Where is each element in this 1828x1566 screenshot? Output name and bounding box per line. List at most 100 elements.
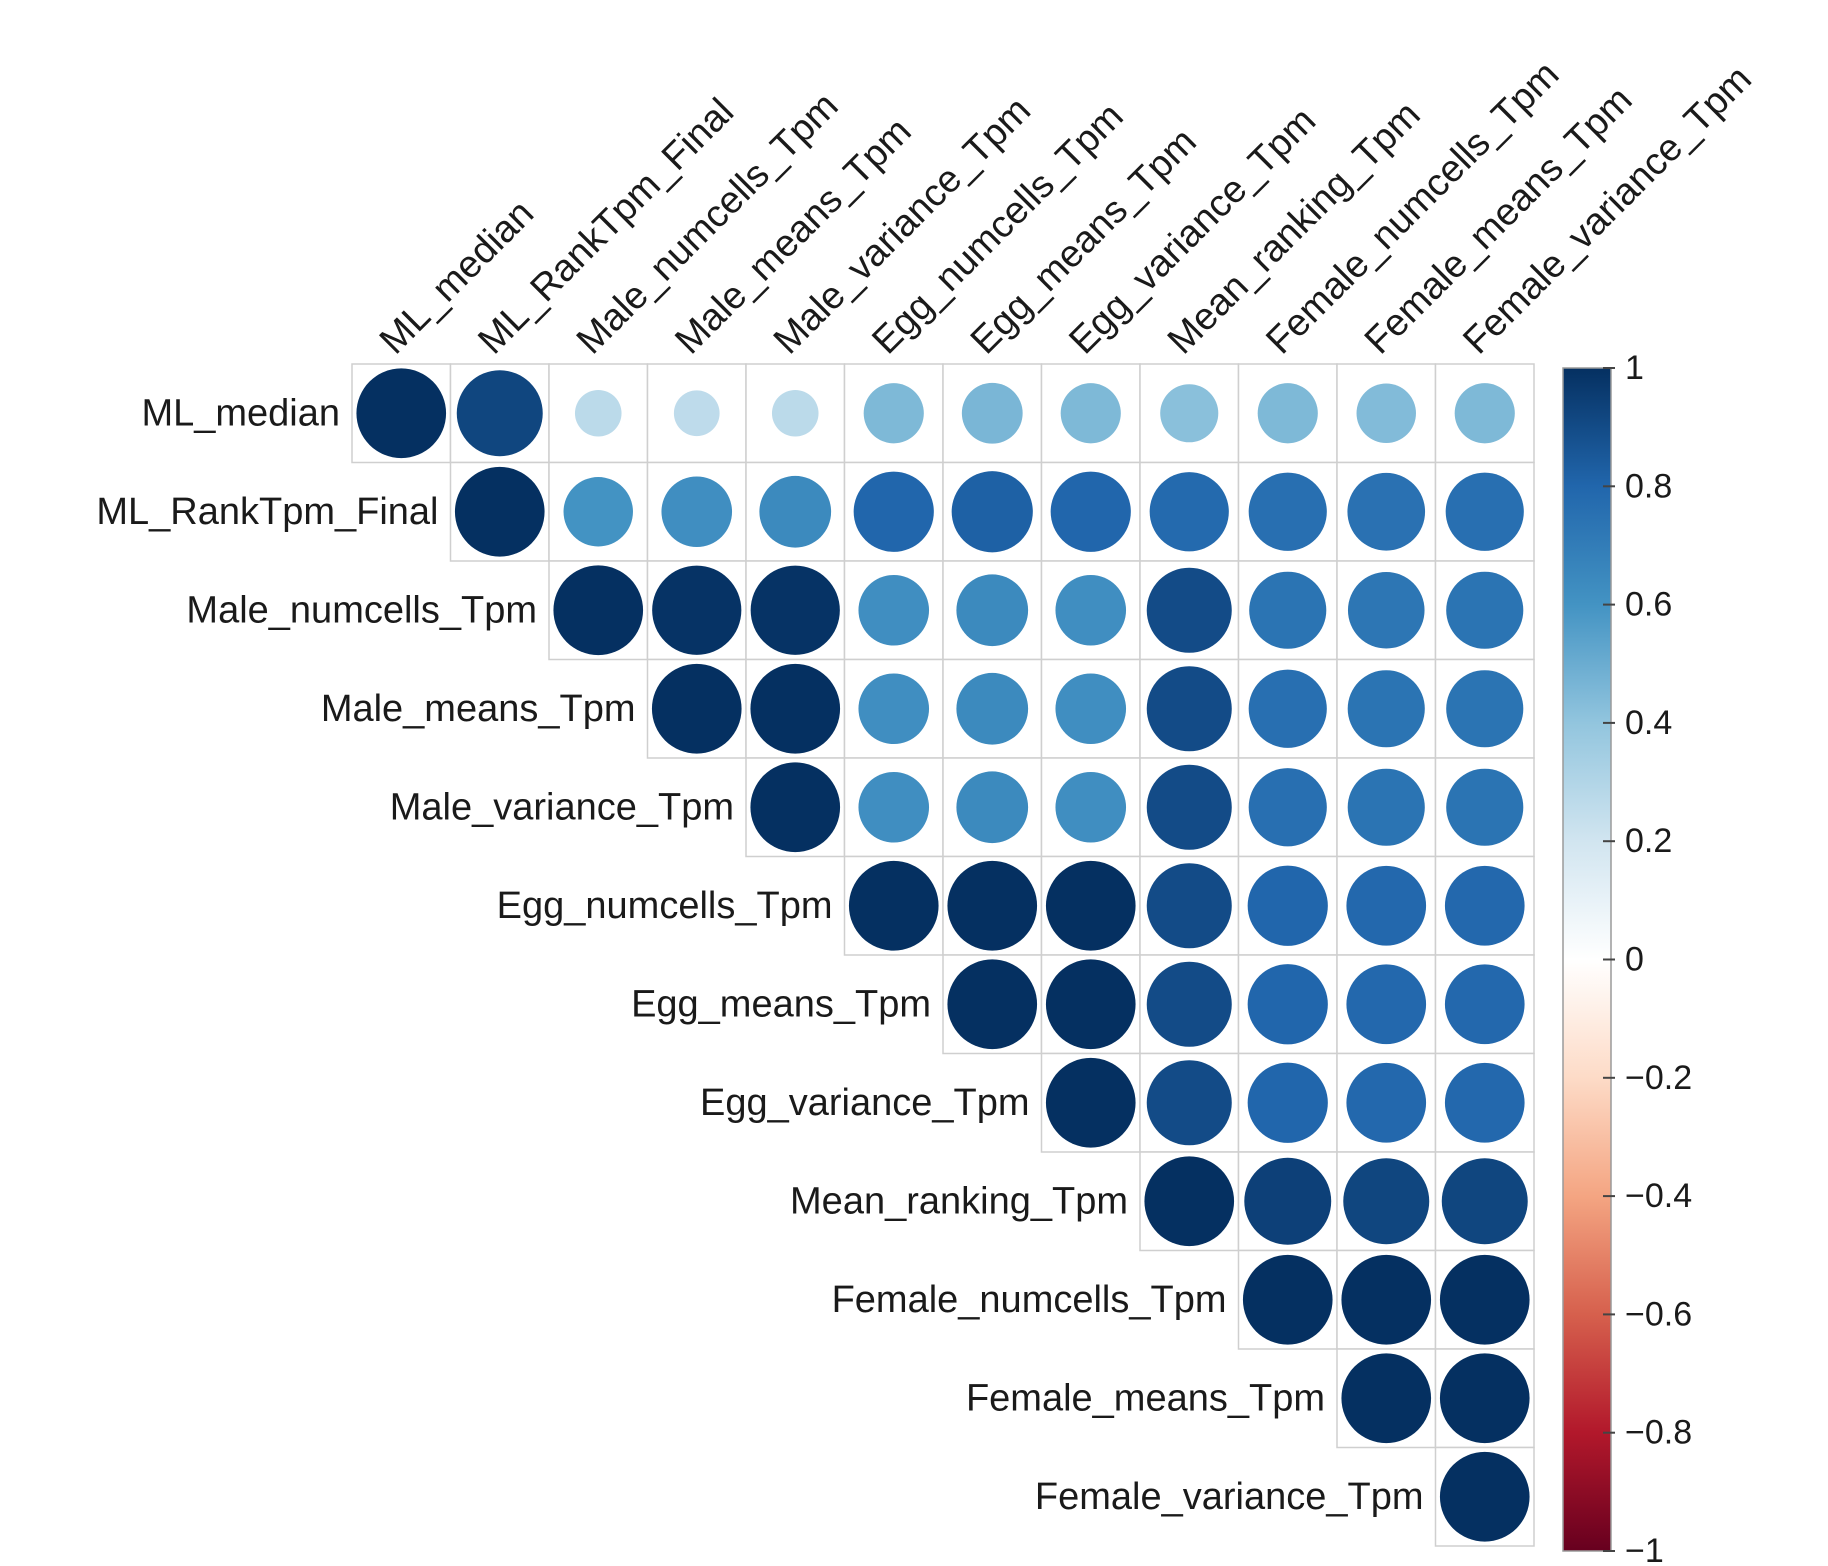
- corr-circle-male-variance-tpm-female-means-tpm: [1347, 768, 1425, 846]
- corr-circle-ml-median-female-variance-tpm: [1454, 383, 1515, 444]
- corr-circle-ml-median-mean-ranking-tpm: [1160, 384, 1219, 443]
- corr-circle-male-numcells-tpm-egg-means-tpm: [956, 574, 1029, 647]
- row-label-egg-means-tpm: Egg_means_Tpm: [631, 983, 931, 1025]
- corr-circle-male-means-tpm-female-variance-tpm: [1446, 670, 1524, 748]
- corr-circle-male-numcells-tpm-mean-ranking-tpm: [1146, 567, 1232, 653]
- corr-circle-egg-numcells-tpm-female-numcells-tpm: [1247, 865, 1328, 946]
- corr-circle-egg-means-tpm-egg-variance-tpm: [1045, 959, 1136, 1050]
- corr-circle-egg-means-tpm-female-variance-tpm: [1444, 964, 1525, 1045]
- corr-circle-male-numcells-tpm-male-means-tpm: [652, 565, 742, 655]
- corr-circle-male-numcells-tpm-egg-numcells-tpm: [858, 574, 930, 646]
- corr-circle-male-variance-tpm-egg-numcells-tpm: [858, 771, 930, 843]
- row-label-egg-numcells-tpm: Egg_numcells_Tpm: [497, 885, 833, 927]
- row-label-mean-ranking-tpm: Mean_ranking_Tpm: [790, 1180, 1128, 1222]
- corr-circle-ml-median-male-numcells-tpm: [574, 389, 622, 437]
- row-label-male-variance-tpm: Male_variance_Tpm: [390, 786, 734, 828]
- corr-circle-female-means-tpm-female-means-tpm: [1341, 1353, 1432, 1444]
- row-label-female-variance-tpm: Female_variance_Tpm: [1035, 1476, 1424, 1518]
- corr-circle-male-means-tpm-mean-ranking-tpm: [1146, 666, 1232, 752]
- column-labels: ML_medianML_RankTpm_FinalMale_numcells_T…: [372, 53, 1760, 362]
- colorbar-tick-label: −0.6: [1625, 1295, 1692, 1333]
- corr-circle-male-means-tpm-male-variance-tpm: [750, 663, 841, 754]
- corr-circle-egg-means-tpm-mean-ranking-tpm: [1146, 961, 1232, 1047]
- corr-circle-egg-means-tpm-female-numcells-tpm: [1247, 964, 1328, 1045]
- corr-circle-ml-median-female-numcells-tpm: [1257, 383, 1318, 444]
- corr-circle-ml-ranktpm-final-female-variance-tpm: [1445, 472, 1524, 551]
- row-label-male-numcells-tpm: Male_numcells_Tpm: [186, 589, 537, 631]
- corr-circle-egg-numcells-tpm-egg-means-tpm: [947, 860, 1038, 951]
- corr-circle-ml-median-egg-means-tpm: [961, 382, 1023, 444]
- corr-circle-egg-numcells-tpm-female-means-tpm: [1346, 865, 1427, 946]
- corr-circle-ml-median-ml-ranktpm-final: [456, 370, 543, 457]
- colorbar-tick-label: −0.8: [1625, 1414, 1692, 1452]
- corr-circle-ml-ranktpm-final-female-means-tpm: [1347, 472, 1426, 551]
- corr-circle-mean-ranking-tpm-mean-ranking-tpm: [1144, 1156, 1235, 1247]
- corr-circle-mean-ranking-tpm-female-numcells-tpm: [1244, 1157, 1332, 1245]
- corr-circle-egg-variance-tpm-female-variance-tpm: [1444, 1062, 1525, 1143]
- corr-circle-female-numcells-tpm-female-means-tpm: [1341, 1254, 1432, 1345]
- corr-circle-ml-median-egg-numcells-tpm: [863, 383, 924, 444]
- colorbar-tick-label: 0: [1625, 941, 1644, 979]
- corr-circle-egg-means-tpm-egg-means-tpm: [947, 959, 1038, 1050]
- corr-circle-male-numcells-tpm-female-means-tpm: [1347, 571, 1425, 649]
- corr-circle-male-means-tpm-female-numcells-tpm: [1248, 669, 1327, 748]
- corr-circle-male-means-tpm-egg-numcells-tpm: [858, 673, 930, 745]
- grid-cell-ml-median-egg-variance-tpm: [1040, 363, 1141, 464]
- corr-circle-female-numcells-tpm-female-variance-tpm: [1439, 1254, 1530, 1345]
- corr-circle-ml-ranktpm-final-mean-ranking-tpm: [1149, 472, 1229, 552]
- row-label-male-means-tpm: Male_means_Tpm: [321, 688, 636, 730]
- corr-circle-male-variance-tpm-mean-ranking-tpm: [1146, 764, 1232, 850]
- corr-circle-male-numcells-tpm-egg-variance-tpm: [1055, 574, 1127, 646]
- corr-circle-mean-ranking-tpm-female-variance-tpm: [1441, 1158, 1528, 1245]
- row-label-egg-variance-tpm: Egg_variance_Tpm: [700, 1082, 1030, 1124]
- row-label-female-means-tpm: Female_means_Tpm: [966, 1377, 1325, 1419]
- colorbar-tick-label: 1: [1625, 349, 1644, 387]
- colorbar-tick-label: 0.8: [1625, 467, 1672, 505]
- corr-circle-male-means-tpm-female-means-tpm: [1347, 670, 1425, 748]
- corr-circle-female-numcells-tpm-female-numcells-tpm: [1242, 1254, 1333, 1345]
- corr-circle-ml-ranktpm-final-male-means-tpm: [661, 476, 733, 548]
- row-label-female-numcells-tpm: Female_numcells_Tpm: [832, 1279, 1227, 1321]
- corr-circle-egg-variance-tpm-mean-ranking-tpm: [1146, 1060, 1232, 1146]
- colorbar-tick-label: −0.2: [1625, 1059, 1692, 1097]
- corr-circle-ml-median-egg-variance-tpm: [1060, 383, 1121, 444]
- corr-circle-ml-ranktpm-final-male-numcells-tpm: [563, 477, 633, 547]
- corr-circle-male-means-tpm-egg-means-tpm: [956, 672, 1029, 745]
- corr-circle-ml-median-ml-median: [356, 368, 447, 459]
- corr-circle-ml-ranktpm-final-ml-ranktpm-final: [454, 466, 545, 557]
- corr-circle-male-means-tpm-egg-variance-tpm: [1055, 673, 1127, 745]
- row-labels: ML_median ML_RankTpm_Final Male_numcells_T…: [96, 392, 1423, 1518]
- corr-circle-ml-ranktpm-final-female-numcells-tpm: [1248, 472, 1327, 551]
- corr-circle-female-variance-tpm-female-variance-tpm: [1439, 1451, 1530, 1542]
- corr-circle-mean-ranking-tpm-female-means-tpm: [1343, 1158, 1430, 1245]
- corr-circle-egg-numcells-tpm-egg-numcells-tpm: [848, 860, 939, 951]
- corr-circle-ml-median-male-variance-tpm: [771, 389, 819, 437]
- colorbar-tick-label: 0.6: [1625, 586, 1672, 624]
- corr-circle-male-variance-tpm-female-variance-tpm: [1446, 768, 1524, 846]
- corr-circle-ml-ranktpm-final-egg-variance-tpm: [1050, 471, 1131, 552]
- corr-circle-male-variance-tpm-male-variance-tpm: [750, 762, 841, 853]
- corr-circle-egg-variance-tpm-female-numcells-tpm: [1247, 1062, 1328, 1143]
- corr-circle-male-numcells-tpm-male-variance-tpm: [750, 565, 840, 655]
- corr-circle-egg-variance-tpm-female-means-tpm: [1346, 1062, 1427, 1143]
- corr-circle-female-means-tpm-female-variance-tpm: [1439, 1353, 1530, 1444]
- row-label-ml-median: ML_median: [141, 392, 340, 434]
- corr-circle-egg-numcells-tpm-mean-ranking-tpm: [1146, 863, 1232, 949]
- corr-circle-male-numcells-tpm-female-variance-tpm: [1446, 571, 1524, 649]
- colorbar-tick-label: −1: [1625, 1532, 1664, 1566]
- colorbar-tick-label: 0.4: [1625, 704, 1672, 742]
- corr-circle-male-numcells-tpm-male-numcells-tpm: [553, 565, 644, 656]
- corr-circle-ml-ranktpm-final-egg-means-tpm: [951, 471, 1033, 553]
- corr-circle-male-means-tpm-male-means-tpm: [651, 663, 742, 754]
- colorbar: 1 0.8 0.6 0.4 0.2 0 −0.2 −0.4 −0.6 −0.8 −1: [1562, 349, 1692, 1566]
- corr-circle-ml-ranktpm-final-egg-numcells-tpm: [853, 471, 934, 552]
- row-label-ml-ranktpm-final: ML_RankTpm_Final: [96, 491, 438, 533]
- corr-circle-male-variance-tpm-female-numcells-tpm: [1248, 768, 1327, 847]
- colorbar-tick-label: −0.4: [1625, 1177, 1692, 1215]
- corr-circle-egg-means-tpm-female-means-tpm: [1346, 964, 1427, 1045]
- colorbar-tick-label: 0.2: [1625, 822, 1672, 860]
- correlation-circles: [356, 368, 1530, 1542]
- corr-circle-ml-ranktpm-final-male-variance-tpm: [759, 475, 832, 548]
- corr-circle-male-numcells-tpm-female-numcells-tpm: [1249, 571, 1327, 649]
